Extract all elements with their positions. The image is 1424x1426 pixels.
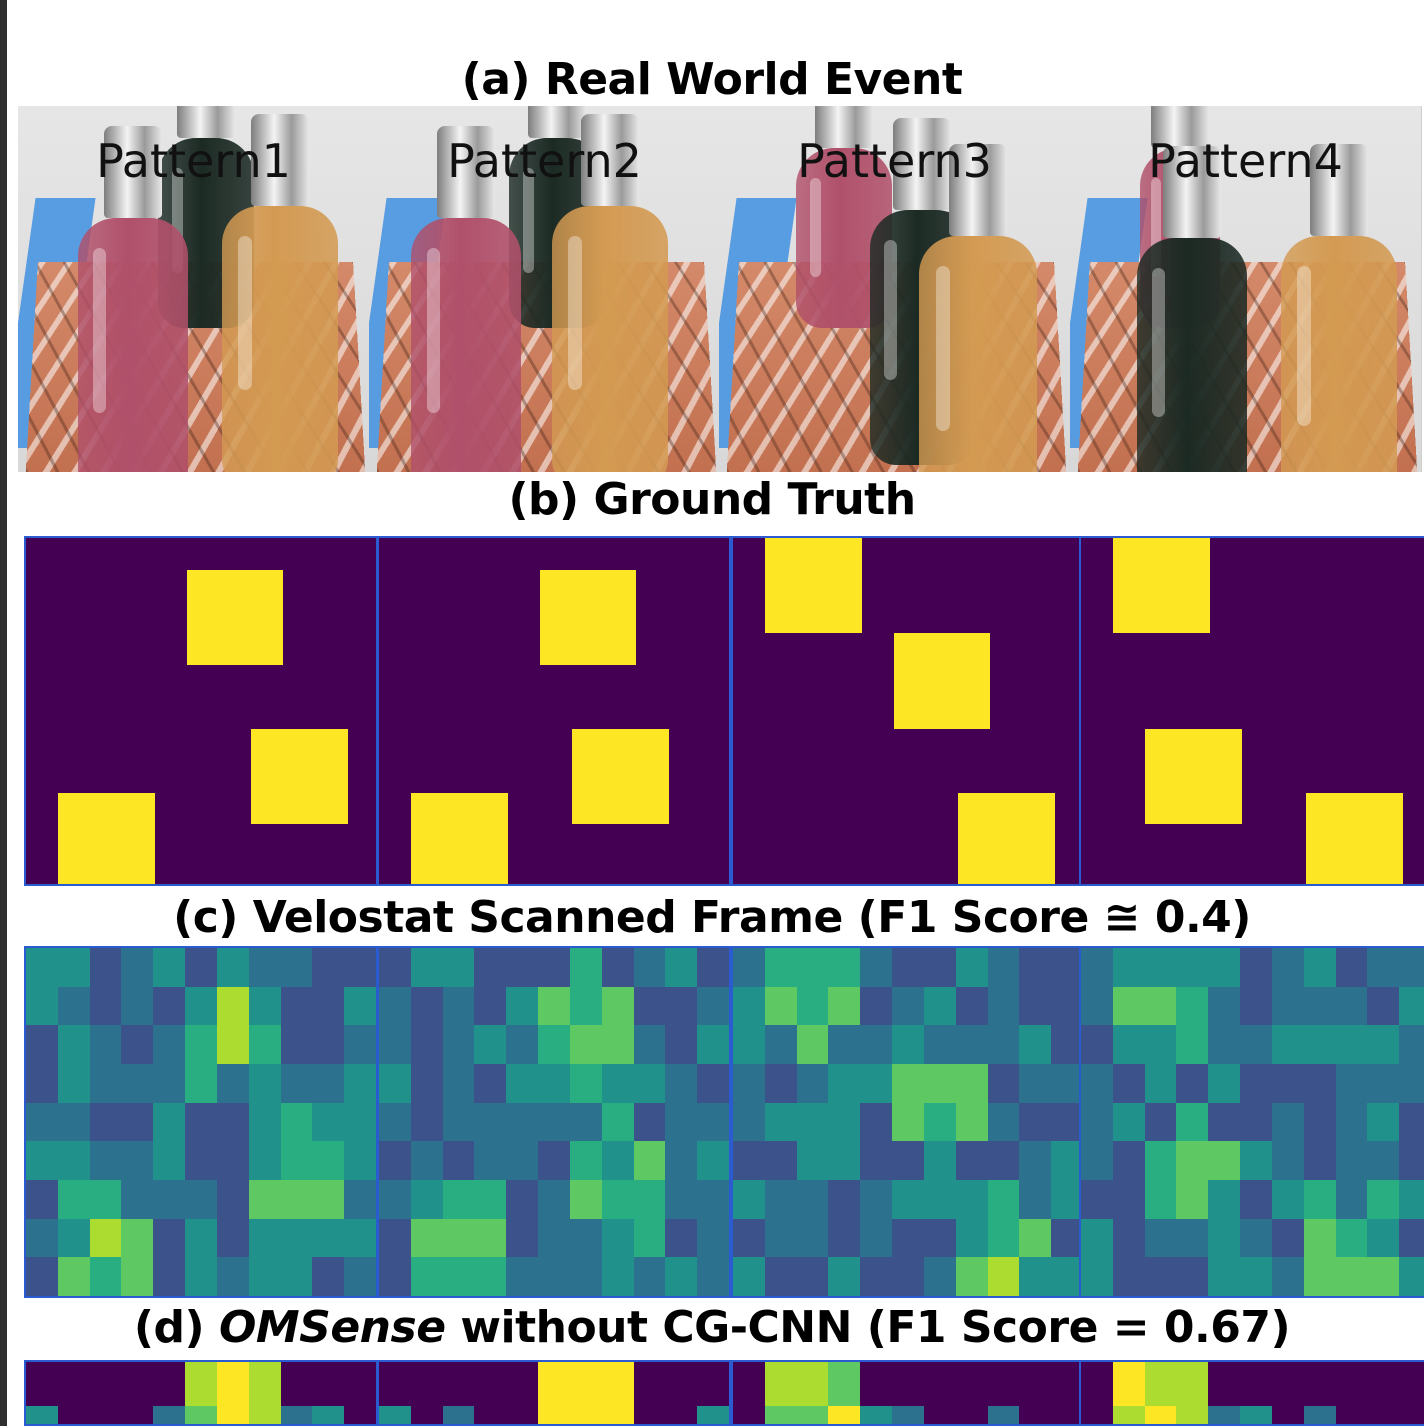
ground-truth-pattern-1 [24, 536, 378, 886]
pressed-cell [251, 729, 348, 824]
photo-pattern-4: Pattern4 [1070, 106, 1422, 472]
pressed-cell [58, 793, 155, 886]
title-real-world-event: (a) Real World Event [0, 54, 1424, 105]
pressed-cell [765, 538, 862, 633]
pressed-cell [572, 729, 669, 824]
pattern-label: Pattern2 [369, 134, 720, 188]
pressed-cell [1113, 538, 1210, 633]
bottle [78, 218, 188, 472]
pressed-cell [187, 570, 284, 665]
bottle [552, 206, 668, 472]
velostat-pattern-3 [731, 946, 1085, 1298]
ground-truth-pattern-4 [1079, 536, 1424, 886]
pressed-cell [411, 793, 508, 886]
bottle [222, 206, 338, 472]
omsense-pattern-1 [24, 1360, 378, 1426]
omsense-pattern-4 [1079, 1360, 1424, 1426]
bottle [411, 218, 521, 472]
bottle [1137, 238, 1247, 472]
pattern-label: Pattern1 [18, 134, 369, 188]
window-edge [0, 0, 7, 1426]
photo-pattern-2: Pattern2 [369, 106, 721, 472]
pressed-cell [1145, 729, 1242, 824]
title-omsense-no-cgcnn: (d) OMSense without CG-CNN (F1 Score = 0… [0, 1302, 1424, 1353]
pressed-cell [894, 633, 991, 728]
ground-truth-pattern-3 [731, 536, 1085, 886]
velostat-pattern-1 [24, 946, 378, 1298]
omsense-pattern-2 [377, 1360, 731, 1426]
bottle [1281, 236, 1397, 472]
pressed-cell [958, 793, 1055, 886]
title-ground-truth: (b) Ground Truth [0, 474, 1424, 525]
ground-truth-pattern-2 [377, 536, 731, 886]
velostat-pattern-4 [1079, 946, 1424, 1298]
pressed-cell [540, 570, 637, 665]
title-velostat-frame: (c) Velostat Scanned Frame (F1 Score ≅ 0… [0, 892, 1424, 943]
omsense-pattern-3 [731, 1360, 1085, 1426]
pattern-label: Pattern4 [1070, 134, 1421, 188]
photo-pattern-1: Pattern1 [18, 106, 370, 472]
pattern-label: Pattern3 [719, 134, 1070, 188]
bottle [919, 236, 1037, 472]
pressed-cell [1306, 793, 1403, 886]
velostat-pattern-2 [377, 946, 731, 1298]
photo-pattern-3: Pattern3 [719, 106, 1071, 472]
